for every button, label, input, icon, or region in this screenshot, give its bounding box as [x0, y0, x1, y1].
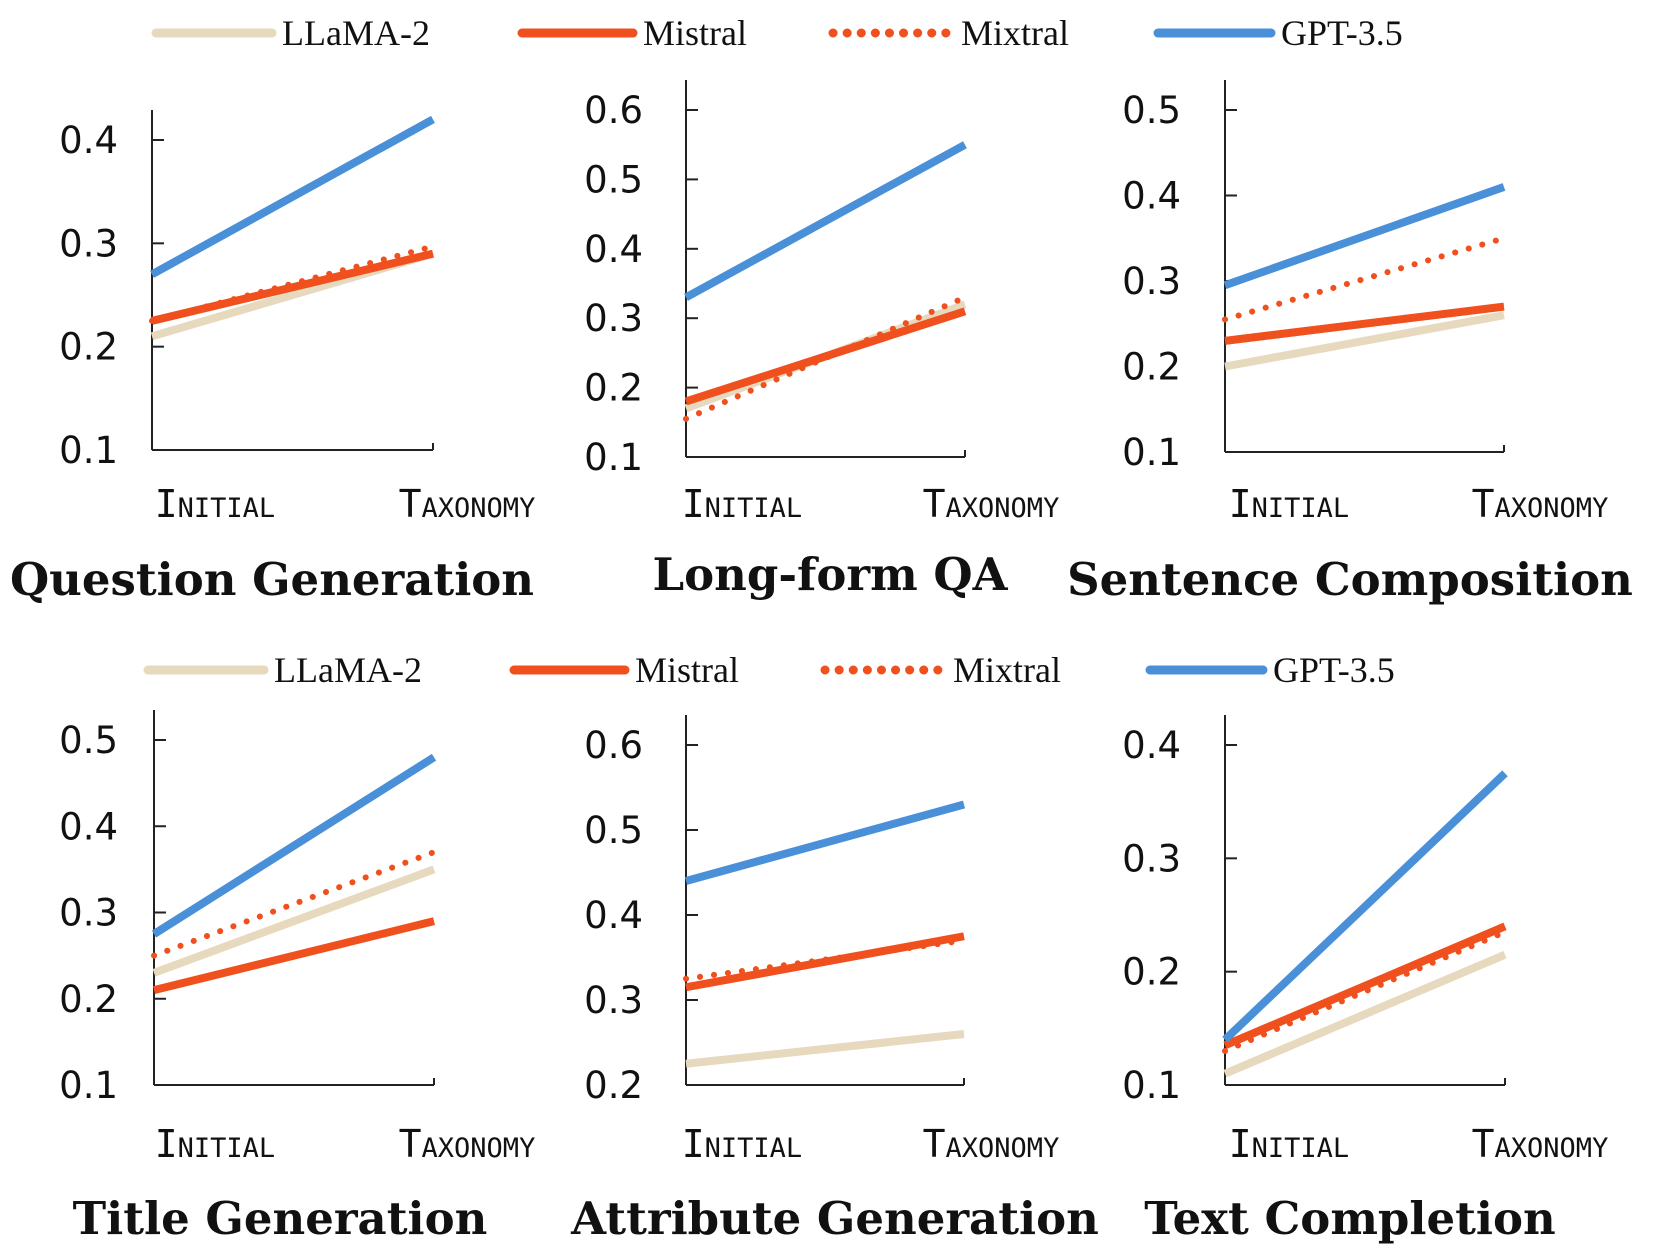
legend-1: LLaMA-2 Mistral Mixtral GPT-3.5: [151, 13, 1403, 53]
y-tick-label: 0.1: [59, 1064, 118, 1107]
series-line-mixtral: [683, 937, 967, 982]
x-tick-label-initial: Initial: [155, 482, 275, 526]
x-tick-label-taxonomy: Taxonomy: [1472, 482, 1609, 526]
y-tick-label: 0.3: [59, 892, 118, 935]
series-line-mixtral: [149, 243, 436, 324]
y-tick-label: 0.6: [584, 89, 643, 132]
y-tick-label: 0.1: [1122, 431, 1181, 474]
y-tick-label: 0.5: [1122, 89, 1181, 132]
chart-title: Long-form QA: [653, 548, 1009, 601]
series-line-mixtral: [1222, 929, 1508, 1054]
panel-text-completion: 0.1 0.2 0.3 0.4 Initial Taxonomy Text Completi…: [1122, 715, 1608, 1245]
panel-question-generation: 0.1 0.2 0.3 0.4 Initial Taxonomy Question Gene…: [10, 110, 535, 606]
panel-sentence-composition: 0.1 0.2 0.3 0.4 0.5 Initial Taxonomy Sentence C…: [1067, 80, 1633, 606]
series-line-mistral: [1223, 922, 1507, 1050]
y-tick-label: 0.2: [584, 1064, 643, 1107]
x-tick-label-taxonomy: Taxonomy: [399, 482, 536, 526]
y-tick-label: 0.3: [584, 979, 643, 1022]
series-line-llama-2: [1224, 311, 1505, 371]
x-tick-label-initial: Initial: [155, 1122, 275, 1166]
panel-long-form-qa: 0.1 0.2 0.3 0.4 0.5 0.6 Initial Taxonomy Long-fo…: [584, 80, 1059, 601]
y-tick-label: 0.3: [584, 297, 643, 340]
y-tick-label: 0.3: [1122, 837, 1181, 880]
legend-label-gpt-3-5: GPT-3.5: [1273, 650, 1395, 690]
series-line-llama-2: [1223, 950, 1507, 1078]
series-line-mixtral: [1222, 235, 1507, 323]
series-line-mistral: [153, 917, 435, 995]
legend-label-mistral: Mistral: [635, 650, 739, 690]
legend-label-mixtral: Mixtral: [961, 13, 1069, 53]
series-line-mistral: [1224, 302, 1505, 345]
chart-title: Question Generation: [10, 553, 534, 606]
panel-title-generation: 0.1 0.2 0.3 0.4 0.5 Initial Taxonomy Title Gene…: [59, 710, 535, 1245]
y-tick-label: 0.2: [59, 978, 118, 1021]
series-line-llama-2: [685, 1030, 965, 1068]
x-tick-label-initial: Initial: [1229, 482, 1349, 526]
x-tick-label-initial: Initial: [682, 1122, 802, 1166]
panel-attribute-generation: 0.2 0.3 0.4 0.5 0.6 Initial Taxonomy Attribute …: [570, 715, 1099, 1245]
legend-label-mixtral: Mixtral: [953, 650, 1061, 690]
series-line-mistral: [151, 249, 434, 325]
chart-title: Text Completion: [1144, 1192, 1555, 1245]
y-tick-label: 0.5: [584, 809, 643, 852]
x-tick-label-taxonomy: Taxonomy: [1472, 1122, 1609, 1166]
y-tick-label: 0.4: [59, 119, 118, 162]
y-tick-label: 0.4: [59, 805, 118, 848]
chart-title: Title Generation: [73, 1192, 488, 1245]
legend-label-llama-2: LLaMA-2: [282, 13, 430, 53]
x-tick-label-initial: Initial: [1229, 1122, 1349, 1166]
legend-label-llama-2: LLaMA-2: [274, 650, 422, 690]
legend-label-gpt-3-5: GPT-3.5: [1281, 13, 1403, 53]
series-line-gpt-3-5: [684, 141, 967, 301]
y-tick-label: 0.4: [584, 228, 643, 271]
y-tick-label: 0.1: [1122, 1064, 1181, 1107]
y-tick-label: 0.1: [59, 429, 118, 472]
y-tick-label: 0.2: [584, 367, 643, 410]
y-tick-label: 0.3: [1122, 260, 1181, 303]
x-tick-label-taxonomy: Taxonomy: [923, 1122, 1060, 1166]
y-tick-label: 0.2: [1122, 951, 1181, 994]
y-tick-label: 0.5: [59, 719, 118, 762]
series-line-gpt-3-5: [1222, 770, 1508, 1043]
y-tick-label: 0.2: [59, 326, 118, 369]
series-line-gpt-3-5: [151, 753, 437, 938]
y-tick-label: 0.4: [1122, 175, 1181, 218]
y-tick-label: 0.4: [1122, 724, 1181, 767]
x-tick-label-taxonomy: Taxonomy: [399, 1122, 536, 1166]
y-tick-label: 0.1: [584, 436, 643, 479]
series-line-gpt-3-5: [684, 800, 966, 885]
chart-title: Attribute Generation: [570, 1192, 1099, 1245]
series-line-mixtral: [683, 294, 968, 422]
series-line-gpt-3-5: [150, 115, 435, 278]
legend-2: LLaMA-2 Mistral Mixtral GPT-3.5: [143, 650, 1395, 690]
chart-title: Sentence Composition: [1067, 553, 1633, 606]
x-tick-label-taxonomy: Taxonomy: [923, 482, 1060, 526]
y-tick-label: 0.6: [584, 724, 643, 767]
y-tick-label: 0.2: [1122, 346, 1181, 389]
x-tick-label-initial: Initial: [682, 482, 802, 526]
y-tick-label: 0.5: [584, 158, 643, 201]
y-tick-label: 0.4: [584, 894, 643, 937]
series-line-llama-2: [152, 865, 436, 977]
legend-label-mistral: Mistral: [643, 13, 747, 53]
y-tick-label: 0.3: [59, 222, 118, 265]
series-line-gpt-3-5: [1223, 183, 1506, 290]
